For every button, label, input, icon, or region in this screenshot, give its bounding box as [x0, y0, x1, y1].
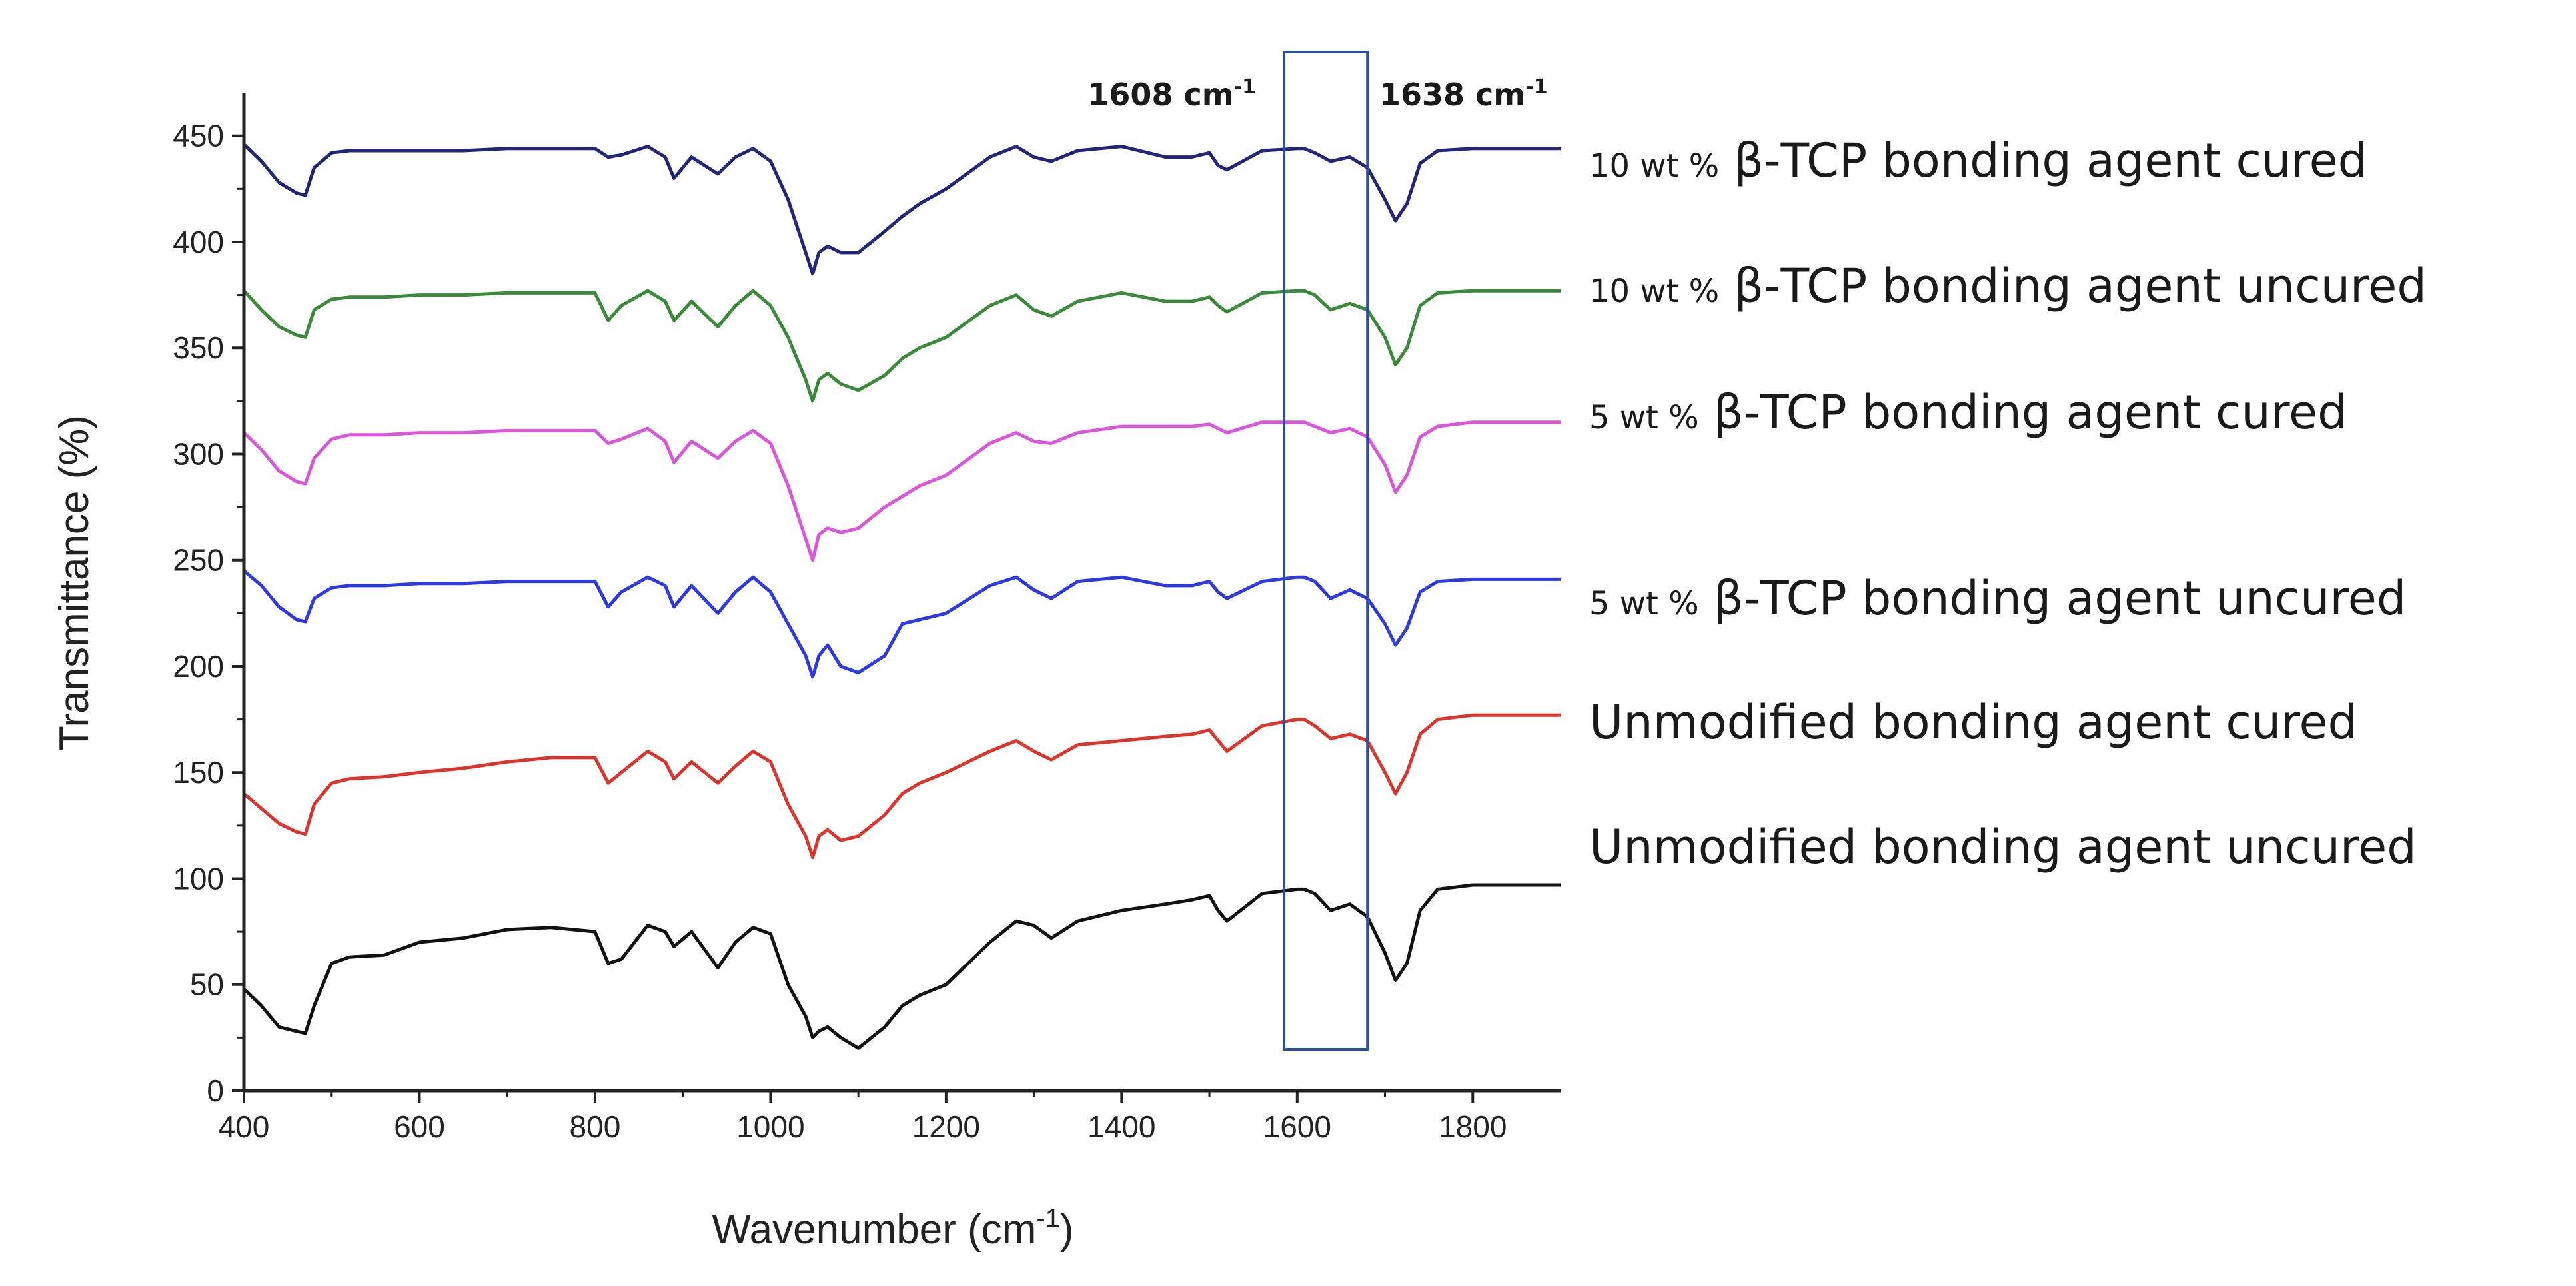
- axes: [242, 93, 1561, 1093]
- ticks: 400 600 800 1000 1200 1400 1600 1800 0 50 100 150 20…: [173, 119, 1507, 1144]
- y-tick-label: 400: [173, 225, 224, 259]
- annotation-1638: 1638 cm-1: [1379, 75, 1548, 113]
- legend-entry-1: 10 wt % β-TCP bonding agent cured: [1589, 133, 2367, 188]
- x-axis-title: Wavenumber (cm-1): [712, 1204, 1073, 1253]
- x-tick-label: 1400: [1087, 1109, 1155, 1144]
- y-tick-label: 350: [173, 330, 224, 365]
- annotation-1608: 1608 cm-1: [1087, 75, 1256, 113]
- x-tick-label: 1800: [1439, 1109, 1507, 1144]
- legend-entry-2: 10 wt % β-TCP bonding agent uncured: [1589, 259, 2427, 313]
- series-line-3: [243, 569, 1561, 679]
- legend: 10 wt % β-TCP bonding agent cured 10 wt %…: [1589, 133, 2427, 874]
- series-layer: [243, 143, 1561, 1050]
- x-tick-label: 1600: [1263, 1109, 1331, 1144]
- y-tick-label: 0: [207, 1073, 224, 1108]
- highlight-region-box: [1283, 51, 1369, 1051]
- x-tick-label: 1200: [912, 1109, 980, 1144]
- y-tick-label: 300: [173, 436, 224, 471]
- series-line-6: [243, 143, 1561, 276]
- y-tick-label: 450: [173, 119, 224, 153]
- series-line-5: [243, 289, 1561, 403]
- y-tick-label: 100: [173, 861, 224, 896]
- legend-entry-4: 5 wt % β-TCP bonding agent uncured: [1589, 571, 2406, 626]
- legend-entry-3: 5 wt % β-TCP bonding agent cured: [1589, 385, 2347, 440]
- y-tick-label: 50: [190, 967, 224, 1002]
- x-tick-label: 600: [394, 1109, 445, 1144]
- y-tick-label: 200: [173, 649, 224, 684]
- y-axis-title: Transmittance (%): [51, 415, 97, 751]
- x-tick-label: 1000: [736, 1109, 804, 1144]
- y-tick-label: 250: [173, 543, 224, 578]
- legend-entry-6: Unmodified bonding agent uncured: [1589, 820, 2417, 874]
- y-tick-label: 150: [173, 755, 224, 790]
- series-line-2: [243, 713, 1561, 860]
- x-tick-label: 800: [570, 1109, 621, 1144]
- series-line-1: [243, 883, 1561, 1050]
- x-tick-label: 400: [219, 1109, 270, 1144]
- series-line-4: [243, 420, 1561, 562]
- legend-entry-5: Unmodified bonding agent cured: [1589, 695, 2357, 750]
